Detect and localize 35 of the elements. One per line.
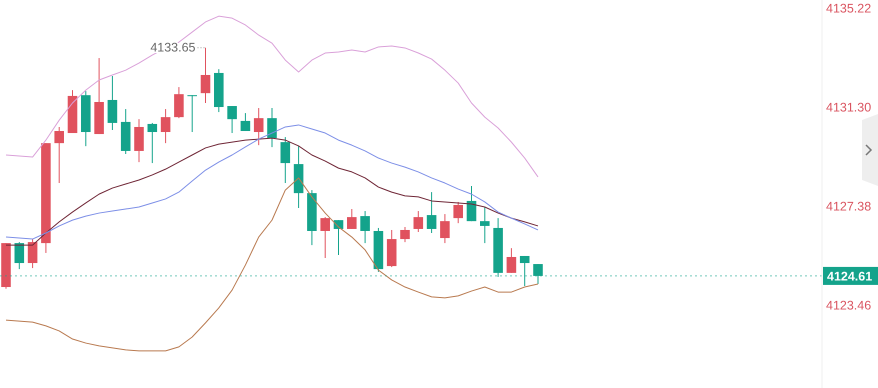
candlestick: [320, 216, 330, 258]
candlestick: [174, 86, 184, 119]
candlestick: [254, 108, 264, 146]
candlestick: [28, 238, 38, 269]
candlestick: [400, 226, 410, 243]
candlestick: [466, 186, 476, 222]
candlestick: [240, 112, 250, 132]
line-series: [6, 177, 538, 352]
y-tick-label: 4127.38: [826, 199, 872, 214]
candlestick: [506, 248, 516, 274]
candlestick: [227, 106, 237, 134]
candlestick: [533, 264, 543, 284]
candlestick: [267, 108, 277, 148]
candlestick: [54, 126, 64, 184]
candlestick: [347, 208, 357, 230]
candlestick: [160, 108, 170, 144]
candlestick: [453, 201, 463, 224]
candlestick: [360, 210, 370, 244]
y-tick-label: 4135.22: [826, 2, 872, 16]
ref-line-label: 4124.61: [827, 269, 872, 284]
candlestick: [108, 75, 118, 131]
candlestick: [187, 94, 197, 133]
candlestick: [148, 122, 158, 164]
candlestick: [414, 210, 424, 232]
candlestick: [480, 206, 490, 244]
line-series: [6, 16, 538, 178]
candlestick: [280, 136, 290, 184]
y-tick-label: 4131.30: [826, 100, 872, 115]
y-tick-label: 4123.46: [826, 298, 872, 312]
candlestick: [426, 192, 436, 234]
candlestick: [440, 214, 450, 244]
candlestick: [520, 255, 530, 287]
candlestick: [134, 118, 144, 163]
candlestick: [334, 220, 344, 256]
candlestick: [14, 242, 24, 270]
